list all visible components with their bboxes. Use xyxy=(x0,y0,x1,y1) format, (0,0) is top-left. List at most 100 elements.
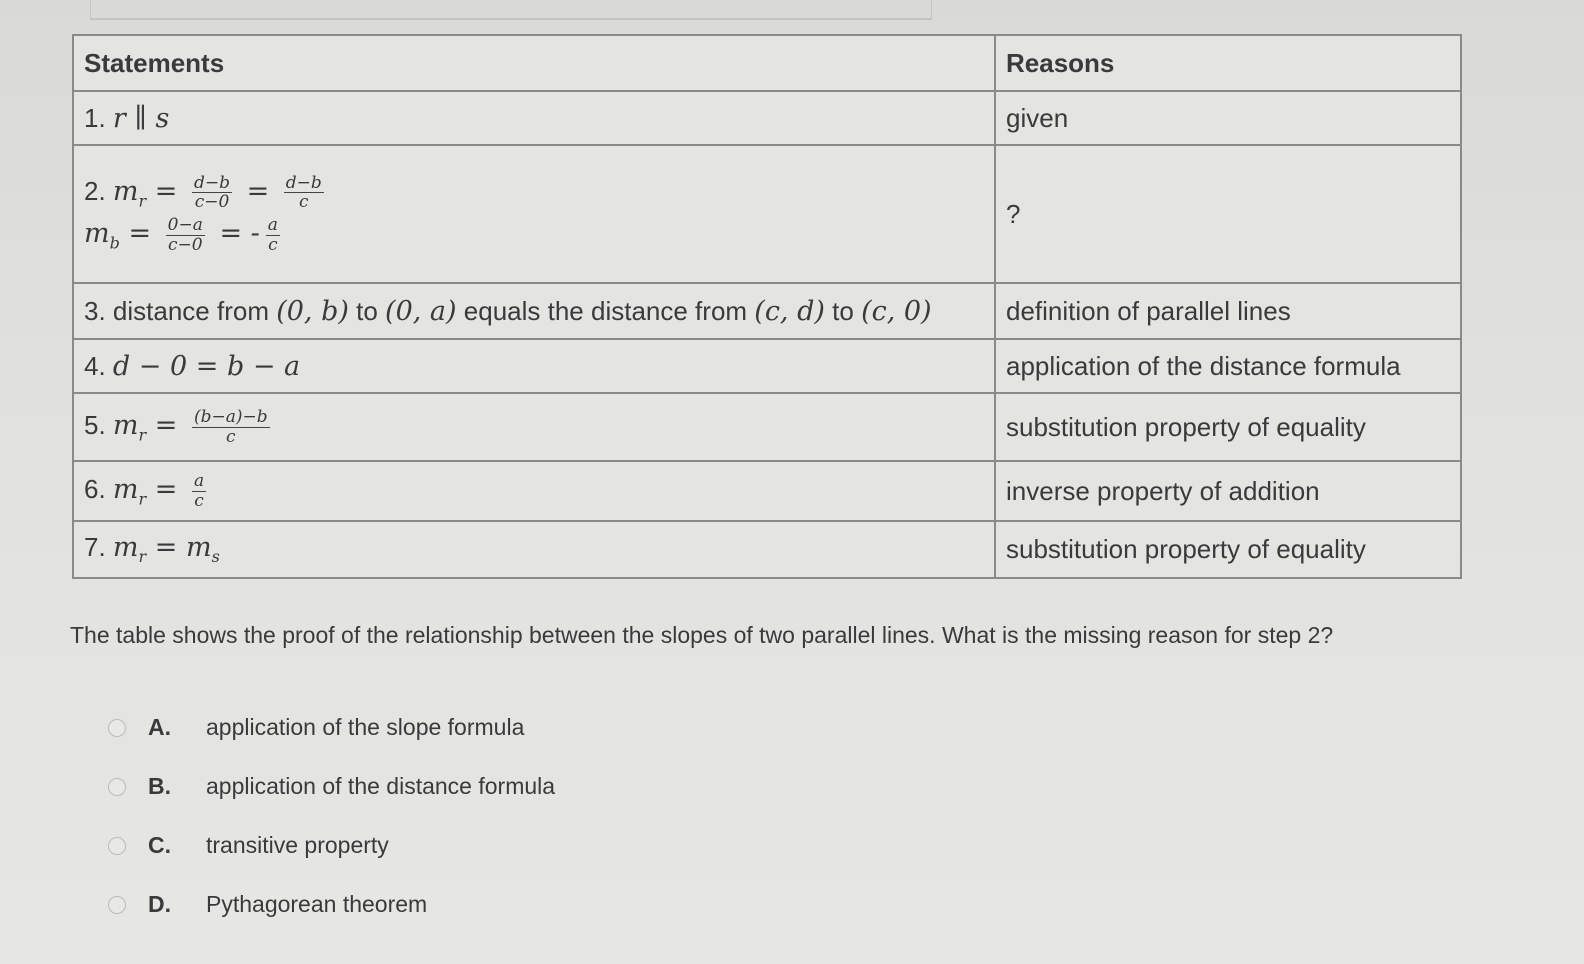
subscript: r xyxy=(138,489,147,509)
choice-letter: D. xyxy=(148,891,171,917)
table-row: 5. mr = (b−a)−b c substitution property of… xyxy=(72,392,1462,462)
reason-cell: substitution property of equality xyxy=(994,392,1462,462)
math-expression: = xyxy=(146,175,186,207)
subscript: r xyxy=(138,425,147,445)
table-row: 7. mr = ms substitution property of equal… xyxy=(72,520,1462,579)
math-expression: (0, a) xyxy=(385,295,457,327)
fraction: 0−a c−0 xyxy=(165,215,205,255)
radio-button[interactable] xyxy=(108,777,126,796)
proof-table: Statements Reasons 1. r ∥ s given 2. mr = … xyxy=(72,34,1462,579)
statement-line: 5. mr = (b−a)−b c xyxy=(84,408,984,446)
math-expression: = - xyxy=(210,218,260,250)
denominator: c xyxy=(194,490,204,511)
choice-a[interactable]: A. application of the slope formula xyxy=(108,698,555,757)
math-expression: m xyxy=(112,532,139,564)
statement-line: 7. mr = ms xyxy=(84,532,984,566)
math-expression: r ∥ s xyxy=(112,102,170,134)
math-expression: = xyxy=(238,175,278,207)
statement-line: 3. distance from (0, b) to (0, a) equals… xyxy=(84,296,984,327)
math-expression: d − 0 = b − a xyxy=(112,350,301,382)
math-expression: (c, 0) xyxy=(861,295,932,327)
choice-c[interactable]: C. transitive property xyxy=(108,816,555,875)
math-expression: m xyxy=(112,175,139,207)
subscript: r xyxy=(138,190,147,210)
statement-cell: 1. r ∥ s xyxy=(72,90,996,146)
subscript: b xyxy=(109,233,120,253)
math-expression: = xyxy=(146,474,186,506)
answer-choices: A. application of the slope formula B. appl… xyxy=(108,698,555,934)
statement-cell: 4. d − 0 = b − a xyxy=(72,338,996,394)
statement-cell: 7. mr = ms xyxy=(72,520,996,579)
statement-text: 2. xyxy=(84,175,113,206)
statement-text: 6. xyxy=(84,474,113,505)
math-expression: m xyxy=(84,218,110,250)
choice-text: application of the slope formula xyxy=(206,714,525,740)
math-expression: = xyxy=(146,409,186,441)
math-expression: m xyxy=(112,474,139,506)
math-expression: (0, b) xyxy=(276,295,349,327)
statement-line: 2. mr = d−b c−0 = d−b c xyxy=(84,172,984,213)
radio-button[interactable] xyxy=(108,895,126,914)
statement-text: 7. xyxy=(84,532,113,563)
statement-text: equals the distance from xyxy=(456,295,755,326)
table-row: 2. mr = d−b c−0 = d−b c mb = 0−a c−0 = - a c? xyxy=(72,144,1462,284)
top-toolbar-edge xyxy=(90,0,932,20)
reason-cell: substitution property of equality xyxy=(994,520,1462,579)
choice-text: transitive property xyxy=(206,832,389,858)
reason-cell: inverse property of addition xyxy=(994,459,1462,523)
statement-line: 1. r ∥ s xyxy=(84,103,984,134)
statement-cell: 3. distance from (0, b) to (0, a) equals… xyxy=(72,282,996,340)
choice-letter: B. xyxy=(148,773,171,799)
denominator: c−0 xyxy=(194,192,230,213)
fraction: d−b c xyxy=(283,172,324,213)
statement-text: 3. distance from xyxy=(84,295,277,326)
choice-letter: A. xyxy=(148,714,171,740)
statement-cell: 5. mr = (b−a)−b c xyxy=(72,392,996,462)
statement-text: 5. xyxy=(84,409,113,440)
choice-text: application of the distance formula xyxy=(206,773,556,799)
statement-text: to xyxy=(824,295,862,326)
math-expression: = m xyxy=(146,532,212,564)
math-expression: = xyxy=(119,218,160,250)
fraction: d−b c−0 xyxy=(191,172,232,213)
numerator: (b−a)−b xyxy=(191,406,270,428)
radio-button[interactable] xyxy=(108,836,126,855)
radio-button[interactable] xyxy=(108,718,126,737)
subscript: r xyxy=(138,547,147,567)
statement-text: to xyxy=(348,295,386,326)
subscript: s xyxy=(211,547,220,567)
table-row: 6. mr = a c inverse property of addition xyxy=(72,459,1462,523)
statement-text: 1. xyxy=(84,102,113,133)
choice-d[interactable]: D. Pythagorean theorem xyxy=(108,875,555,934)
statements-header: Statements xyxy=(72,34,996,92)
choice-text: Pythagorean theorem xyxy=(206,891,428,917)
choice-letter: C. xyxy=(148,832,171,858)
numerator: a xyxy=(191,471,207,492)
reason-cell: application of the distance formula xyxy=(994,338,1462,394)
math-expression: (c, d) xyxy=(754,295,825,327)
question-text: The table shows the proof of the relatio… xyxy=(70,622,1334,648)
denominator: c xyxy=(268,234,278,255)
numerator: a xyxy=(265,215,280,236)
table-row: 4. d − 0 = b − a application of the dista… xyxy=(72,338,1462,394)
denominator: c−0 xyxy=(167,234,203,255)
numerator: 0−a xyxy=(165,215,205,236)
reason-cell: definition of parallel lines xyxy=(994,282,1462,340)
fraction: (b−a)−b c xyxy=(191,406,270,447)
numerator: d−b xyxy=(283,172,324,194)
reason-cell: ? xyxy=(994,144,1462,284)
table-row: 3. distance from (0, b) to (0, a) equals… xyxy=(72,282,1462,340)
choice-b[interactable]: B. application of the distance formula xyxy=(108,757,555,816)
reasons-header: Reasons xyxy=(994,34,1462,92)
numerator: d−b xyxy=(191,172,232,194)
denominator: c xyxy=(299,192,309,213)
reason-cell: given xyxy=(994,90,1462,146)
denominator: c xyxy=(226,426,236,447)
math-expression: m xyxy=(112,409,139,441)
